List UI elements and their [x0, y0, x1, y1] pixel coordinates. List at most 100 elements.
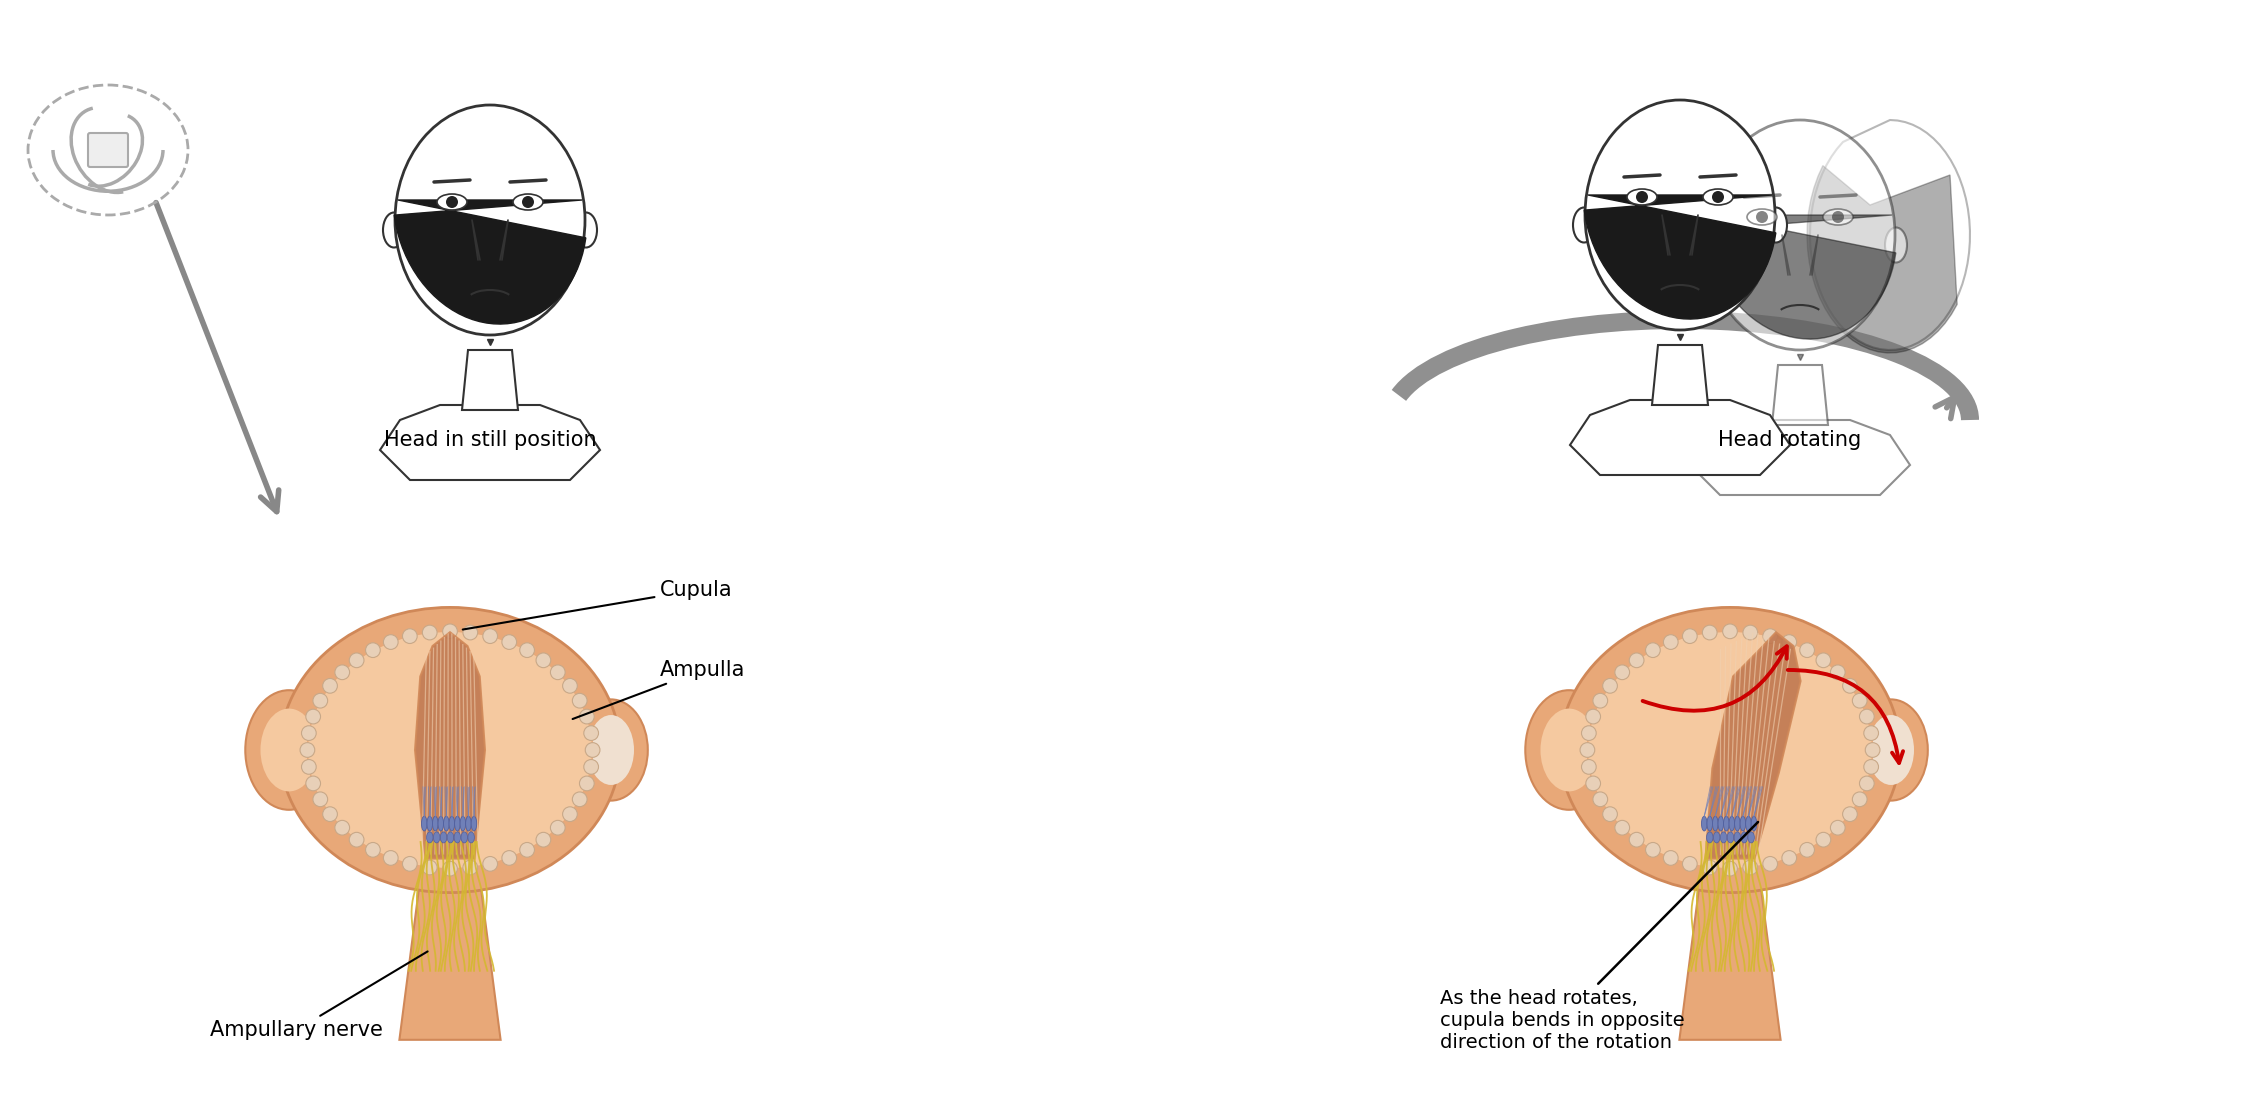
Circle shape	[573, 792, 587, 806]
Circle shape	[519, 843, 535, 857]
Ellipse shape	[246, 691, 332, 810]
Ellipse shape	[449, 816, 456, 831]
Circle shape	[1593, 694, 1609, 708]
Circle shape	[402, 628, 417, 644]
Circle shape	[519, 643, 535, 657]
Circle shape	[562, 807, 578, 822]
Circle shape	[1615, 821, 1629, 835]
Circle shape	[462, 625, 478, 639]
Circle shape	[350, 833, 363, 847]
Circle shape	[384, 851, 397, 865]
Circle shape	[402, 856, 417, 871]
Ellipse shape	[1751, 816, 1757, 831]
Polygon shape	[395, 200, 587, 324]
Ellipse shape	[384, 212, 406, 248]
Polygon shape	[415, 633, 485, 858]
Circle shape	[422, 860, 438, 875]
Circle shape	[1852, 694, 1868, 708]
Circle shape	[1593, 792, 1609, 806]
Circle shape	[501, 851, 517, 865]
Ellipse shape	[460, 832, 467, 843]
Ellipse shape	[1627, 189, 1656, 205]
Ellipse shape	[1701, 816, 1708, 831]
Circle shape	[365, 843, 381, 857]
Circle shape	[584, 726, 598, 741]
Polygon shape	[1703, 215, 1895, 339]
Ellipse shape	[1886, 228, 1906, 262]
Ellipse shape	[512, 193, 544, 210]
Ellipse shape	[1719, 816, 1724, 831]
Circle shape	[1830, 821, 1845, 835]
Ellipse shape	[1588, 632, 1872, 868]
Ellipse shape	[1746, 816, 1751, 831]
Circle shape	[537, 653, 550, 667]
Ellipse shape	[575, 212, 598, 248]
Ellipse shape	[1739, 816, 1746, 831]
Circle shape	[1859, 776, 1875, 791]
Polygon shape	[1809, 120, 1969, 350]
Ellipse shape	[1724, 816, 1728, 831]
Ellipse shape	[456, 816, 460, 831]
Polygon shape	[1678, 883, 1780, 1040]
FancyBboxPatch shape	[88, 133, 129, 167]
Circle shape	[1683, 856, 1697, 871]
Circle shape	[1744, 625, 1757, 639]
Circle shape	[1832, 211, 1843, 224]
Circle shape	[422, 625, 438, 639]
Text: Head in still position: Head in still position	[384, 430, 596, 450]
Circle shape	[584, 743, 600, 757]
Circle shape	[501, 635, 517, 649]
Polygon shape	[1706, 633, 1800, 858]
Polygon shape	[1807, 166, 1958, 353]
Ellipse shape	[1735, 832, 1742, 843]
Ellipse shape	[1715, 832, 1719, 843]
Circle shape	[323, 807, 338, 822]
Circle shape	[1645, 643, 1660, 657]
Circle shape	[300, 743, 316, 757]
Ellipse shape	[465, 816, 472, 831]
Ellipse shape	[438, 193, 467, 210]
Ellipse shape	[1748, 832, 1755, 843]
Ellipse shape	[307, 632, 593, 868]
Ellipse shape	[1692, 228, 1715, 262]
Circle shape	[1645, 843, 1660, 857]
Circle shape	[1816, 833, 1830, 847]
Circle shape	[1816, 653, 1830, 667]
Circle shape	[1636, 191, 1647, 203]
Circle shape	[1782, 851, 1796, 865]
Circle shape	[584, 759, 598, 774]
Circle shape	[302, 759, 316, 774]
Circle shape	[1755, 211, 1769, 224]
Circle shape	[1663, 635, 1678, 649]
Ellipse shape	[589, 715, 634, 785]
Ellipse shape	[460, 816, 465, 831]
Ellipse shape	[1712, 816, 1719, 831]
Ellipse shape	[1706, 832, 1712, 843]
Circle shape	[1762, 628, 1778, 644]
Circle shape	[1782, 635, 1796, 649]
Polygon shape	[1771, 365, 1827, 425]
Ellipse shape	[433, 832, 440, 843]
Ellipse shape	[447, 832, 453, 843]
Circle shape	[1586, 709, 1600, 724]
Circle shape	[1615, 665, 1629, 679]
Circle shape	[314, 694, 327, 708]
Circle shape	[483, 628, 499, 644]
Circle shape	[580, 709, 593, 724]
Circle shape	[1762, 856, 1778, 871]
Ellipse shape	[440, 832, 447, 843]
Ellipse shape	[467, 832, 474, 843]
Circle shape	[1852, 792, 1868, 806]
Ellipse shape	[426, 832, 433, 843]
Ellipse shape	[1868, 715, 1913, 785]
Text: Ampulla: Ampulla	[573, 661, 744, 719]
Circle shape	[1724, 862, 1737, 876]
Ellipse shape	[1764, 208, 1787, 242]
Ellipse shape	[1703, 189, 1733, 205]
Circle shape	[384, 635, 397, 649]
Circle shape	[1602, 807, 1618, 822]
Ellipse shape	[1572, 208, 1595, 242]
Ellipse shape	[422, 816, 426, 831]
Circle shape	[442, 624, 458, 638]
Ellipse shape	[1541, 708, 1597, 792]
